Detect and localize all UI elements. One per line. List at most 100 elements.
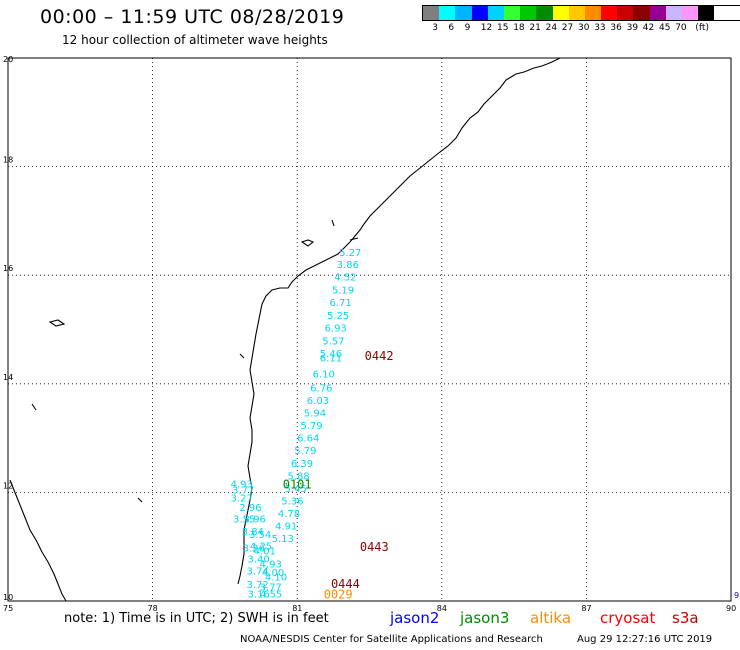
latitude-label: 16 [3,264,13,273]
wave-height-value: 5.57 [322,337,344,348]
legend-swatch [503,6,521,20]
generation-timestamp: Aug 29 12:27:16 UTC 2019 [577,634,713,645]
map-subtitle: 12 hour collection of altimeter wave hei… [62,33,328,47]
legend-swatch [698,6,715,20]
wave-height-value: 5.79 [301,421,323,432]
legend-label: 45 [659,23,671,33]
longitude-label: 87 [581,604,591,613]
credit-line: NOAA/NESDIS Center for Satellite Applica… [240,634,543,645]
wave-height-value: 3.16 [248,590,270,601]
latitude-label: 18 [3,156,13,165]
longitude-label: 84 [437,604,447,613]
wave-height-value: 3.27 [231,494,253,505]
legend-swatch [423,6,440,20]
wave-height-value: 5.94 [304,408,326,419]
wave-height-value: 5.36 [281,496,303,507]
wave-height-value: 3.77 [260,583,282,594]
lakshadweep-island [31,353,245,503]
wave-height-value: 5.13 [272,534,294,545]
satellite-name-jason2: jason2 [390,609,440,627]
wave-height-value: 3.26 [243,544,265,555]
legend-label: 18 [513,23,525,33]
wave-height-value: 4.93 [260,559,282,570]
india-east-coastline [237,57,561,585]
legend-label: (ft) [695,23,709,33]
legend-label: 9 [464,23,471,33]
map-frame [7,57,732,602]
wave-height-value: 5.27 [339,248,361,259]
wave-height-value: 4.10 [265,572,287,583]
legend-swatch [584,6,602,20]
sri-lanka-west-coastline [9,479,67,602]
wave-height-value: 4.52 [334,273,356,284]
satellite-name-jason3: jason3 [460,609,510,627]
wave-height-value: 5.19 [332,286,354,297]
wave-height-value: 3.84 [242,527,264,538]
wave-height-value: 6.71 [329,298,351,309]
legend-label: 15 [497,23,509,33]
wave-height-value: 5.79 [294,446,316,457]
altimeter-tracks: 5.273.86 4.52 5.196.71 5.25 6.93 5.575.466.11… [231,248,394,601]
legend-label: 70 [675,23,687,33]
wave-height-value: 6.76 [310,383,332,394]
wave-height-value: 3.77 [232,485,254,496]
satellite-name-cryosat: cryosat [600,609,656,627]
wave-height-value: 6.93 [325,324,347,335]
legend-label: 27 [561,23,574,33]
legend-swatch [601,6,618,20]
pass-time-label: 0029 [324,587,353,601]
wave-height-value: 5.46 [320,349,342,360]
legend-swatch [617,6,634,20]
wave-height-value: 3.72 [247,580,269,591]
legend-swatch [665,6,682,20]
wave-height-value: 6.64 [297,433,319,444]
pass-time-label: 0443 [360,540,389,554]
legend-swatch [520,6,537,20]
footnote: note: 1) Time is in UTC; 2) SWH is in fe… [64,611,329,626]
jason2-edge-value: 9 [734,591,739,600]
legend-swatch [633,6,650,20]
legend-swatch [487,6,504,20]
wave-height-value: 4.78 [278,509,300,520]
wave-height-value: 5.25 [327,311,349,322]
wave-height-value: 2.96 [239,503,261,514]
pass-time-label: 0442 [365,349,394,363]
pass-time-label: 0101 [283,478,312,492]
map-title: 00:00 – 11:59 UTC 08/28/2019 [40,6,345,28]
legend-label: 33 [594,23,606,33]
legend-label: 12 [480,23,493,33]
legend-swatch [536,6,553,20]
wave-height-value: 4.00 [262,568,284,579]
wave-height-value: 3.54 [249,530,271,541]
legend-swatch [682,6,699,20]
latitude-label: 14 [3,373,13,382]
color-scale-labels: 3 6 9 12 15 18 21 24 27 30 33 36 39 42 45 70 (ft) [422,21,740,35]
legend-swatch [649,6,666,20]
color-scale-swatches [422,5,740,21]
coastline [9,57,561,602]
legend-swatch [471,6,488,20]
pass-time-label: 0444 [331,577,360,591]
longitude-label: 78 [148,604,158,613]
legend-label: 36 [610,23,622,33]
wave-height-value: 3.74 [247,566,269,577]
longitude-label: 75 [3,604,13,613]
color-scale-legend: 3 6 9 12 15 18 21 24 27 30 33 36 39 42 45 70 (ft) [422,5,740,35]
wave-height-value: 6.11 [320,354,342,365]
legend-swatch [568,6,585,20]
wave-height-value: 5.45 [285,484,307,495]
legend-label: 3 [432,23,438,33]
maldives-island [48,319,66,327]
legend-label: 24 [545,23,558,33]
legend-swatch [455,6,472,20]
map-grid: 20 18 16 14 12 10 75 78 81 84 87 90 9 [3,55,739,613]
wave-height-value: 3.96 [244,514,266,525]
wave-height-value: 4.91 [275,521,297,532]
legend-label: 6 [448,23,455,33]
coastal-island [300,239,315,247]
wave-height-value: 6.39 [291,459,313,470]
satellite-name-altika: altika [530,609,572,627]
satellite-name-s3a: s3a [672,609,699,627]
latitude-label: 12 [3,481,13,490]
